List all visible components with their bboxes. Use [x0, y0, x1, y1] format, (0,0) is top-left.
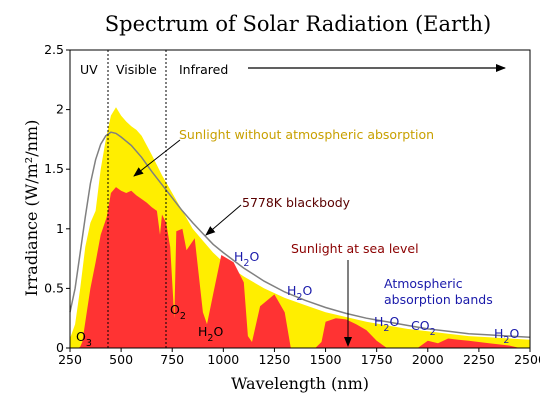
annotation-arrow-blackbody — [205, 204, 242, 236]
absorption-band-labels: O3 O2 H2O H2O H2O H2O CO2 H2O — [76, 249, 519, 349]
absorption-label: H2O — [198, 324, 223, 344]
y-tick-label: 1 — [56, 221, 64, 236]
absorption-label: CO2 — [411, 318, 436, 338]
absorption-label: H2O — [374, 314, 399, 334]
annotation-arrow-no-absorption — [133, 139, 181, 177]
plot-frame — [69, 49, 531, 349]
annotation-absorption-bands-line2: absorption bands — [384, 292, 493, 307]
y-axis-ticks: 0 0.5 1 1.5 2 2.5 — [44, 42, 70, 355]
absorption-label: O2 — [170, 302, 186, 322]
annotation-no-absorption: Sunlight without atmospheric absorption — [179, 127, 434, 142]
y-tick-label: 1.5 — [44, 161, 64, 176]
y-tick-label: 0 — [56, 340, 64, 355]
absorption-label: O3 — [76, 329, 92, 349]
x-tick-label: 1750 — [361, 352, 393, 367]
series-sea-level-area — [70, 187, 530, 348]
y-axis-title: Irradiance (W/m²/nm) — [22, 120, 41, 297]
y-tick-label: 2 — [56, 102, 64, 117]
region-label-visible: Visible — [116, 62, 157, 77]
x-tick-label: 1500 — [310, 352, 342, 367]
x-axis-title: Wavelength (nm) — [231, 374, 369, 393]
region-label-infrared: Infrared — [179, 62, 228, 77]
series-blackbody-line — [69, 131, 531, 339]
annotation-absorption-bands-line1: Atmospheric — [384, 276, 463, 291]
x-tick-label: 500 — [109, 352, 133, 367]
region-label-uv: UV — [80, 62, 98, 77]
x-tick-label: 1000 — [207, 352, 239, 367]
chart-title: Spectrum of Solar Radiation (Earth) — [105, 12, 491, 36]
x-tick-label: 2250 — [463, 352, 495, 367]
annotation-blackbody: 5778K blackbody — [242, 195, 351, 210]
x-tick-label: 2000 — [412, 352, 444, 367]
plot-area — [69, 107, 531, 348]
x-tick-label: 750 — [160, 352, 184, 367]
y-tick-label: 2.5 — [44, 42, 64, 57]
absorption-label: H2O — [287, 283, 312, 303]
x-tick-label: 250 — [58, 352, 82, 367]
absorption-label: H2O — [494, 326, 519, 346]
absorption-label: H2O — [234, 249, 259, 269]
y-tick-label: 0.5 — [44, 280, 64, 295]
x-tick-label: 1250 — [259, 352, 291, 367]
annotation-sea-level: Sunlight at sea level — [291, 241, 419, 256]
